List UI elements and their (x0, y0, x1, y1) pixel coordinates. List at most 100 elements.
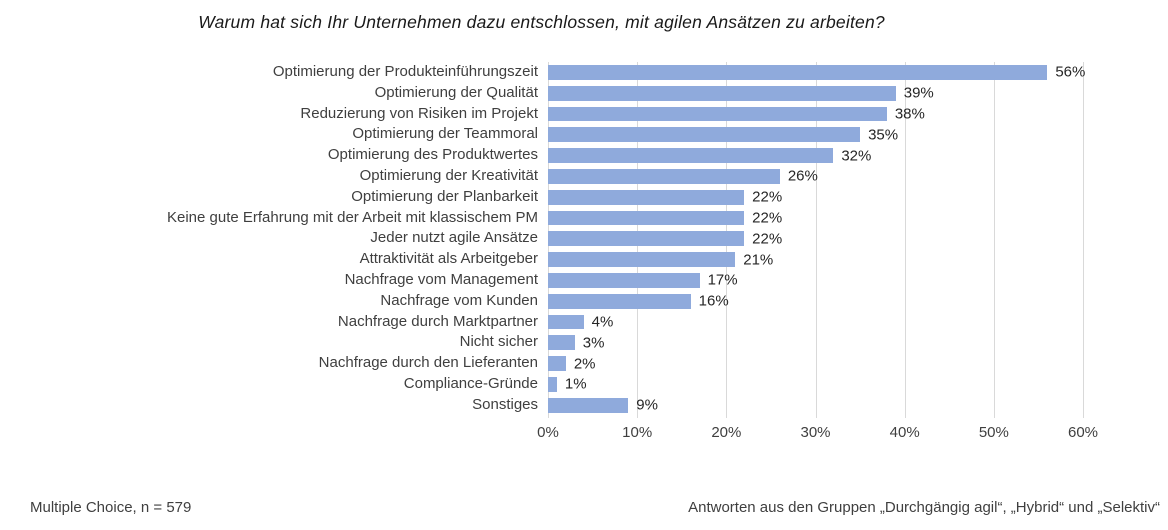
gridline (1083, 62, 1084, 418)
value-label: 1% (564, 375, 587, 393)
bar-track: 56% (548, 62, 1086, 83)
bar-row: Optimierung der Kreativität 26% (0, 166, 1168, 187)
bar (548, 252, 736, 267)
bar-row: Reduzierung von Risiken im Projekt 38% (0, 104, 1168, 125)
category-label: Compliance-Gründe (403, 374, 538, 392)
value-label: 2% (573, 355, 596, 373)
bar (548, 127, 861, 143)
x-tick-label: 40% (889, 424, 920, 441)
bar-row: Optimierung der Produkteinführungszeit 56… (0, 62, 1168, 83)
category-label: Nachfrage vom Management (344, 270, 538, 288)
bar-track: 22% (548, 208, 1083, 229)
bar (548, 293, 691, 309)
bar-track: 26% (548, 166, 1083, 187)
x-tick-label: 60% (1067, 424, 1099, 441)
bar (548, 272, 700, 288)
bar-row: Optimierung der Teammoral 35% (0, 124, 1168, 145)
value-label: 3% (582, 334, 605, 352)
bar-track: 4% (548, 312, 1083, 333)
groups-note: Antworten aus den Gruppen „Durchgängig a… (688, 499, 1160, 516)
chart-plot-area: Optimierung der Produkteinführungszeit 56… (0, 62, 1168, 418)
x-tick-label: 0% (537, 424, 559, 441)
x-tick-label: 20% (711, 424, 742, 441)
value-label: 22% (752, 188, 783, 206)
value-label: 26% (787, 167, 818, 185)
bar-row: Nachfrage vom Kunden 16% (0, 291, 1168, 312)
category-label: Attraktivität als Arbeitgeber (359, 250, 538, 268)
value-label: 22% (752, 209, 783, 227)
bar-track: 22% (548, 187, 1083, 208)
bar (548, 210, 745, 226)
category-label: Optimierung des Produktwertes (327, 146, 538, 164)
bar (548, 231, 745, 247)
gridline (993, 62, 995, 418)
bar (548, 168, 780, 184)
bar (548, 397, 629, 413)
bar-row: Nachfrage durch Marktpartner 4% (0, 312, 1168, 333)
bar-row: Optimierung des Produktwertes 32% (0, 145, 1168, 166)
category-label: Keine gute Erfahrung mit der Arbeit mit … (167, 208, 538, 226)
bar (548, 314, 584, 330)
value-label: 39% (903, 84, 934, 102)
bar-row: Sonstiges 9% (0, 395, 1168, 416)
bar-track: 2% (548, 353, 1083, 374)
bar-row: Nachfrage durch den Lieferanten 2% (0, 353, 1168, 374)
category-label: Optimierung der Produkteinführungszeit (272, 63, 538, 80)
bar-track: 17% (548, 270, 1083, 291)
category-label: Jeder nutzt agile Ansätze (370, 229, 538, 247)
footer: Multiple Choice, n = 579 Antworten aus d… (30, 499, 1160, 516)
bar-row: Nicht sicher 3% (0, 332, 1168, 353)
category-label: Sonstiges (472, 395, 538, 413)
bar-track: 39% (548, 83, 1083, 104)
bar-track: 3% (548, 332, 1083, 353)
bar-track: 16% (548, 291, 1083, 312)
category-label: Optimierung der Planbarkeit (351, 187, 538, 205)
bar-track: 9% (548, 395, 1083, 416)
x-tick-label: 30% (800, 424, 831, 441)
value-label: 38% (894, 105, 925, 123)
category-label: Nicht sicher (459, 333, 538, 351)
value-label: 21% (743, 251, 774, 269)
bar (548, 335, 575, 351)
value-label: 56% (1055, 63, 1086, 81)
x-axis: 0% 10% 20% 30% 40% 50% 60% (537, 424, 1098, 448)
bar (548, 376, 557, 392)
category-label: Nachfrage durch den Lieferanten (318, 354, 538, 372)
value-label: 16% (698, 292, 729, 310)
category-label: Optimierung der Teammoral (352, 125, 538, 143)
gridline (815, 62, 817, 418)
bar-row: Nachfrage vom Management 17% (0, 270, 1168, 291)
category-label: Optimierung der Qualität (374, 83, 538, 101)
bar-row: Attraktivität als Arbeitgeber 21% (0, 249, 1168, 270)
bar (548, 106, 887, 122)
bar-row: Compliance-Gründe 1% (0, 374, 1168, 395)
bar-track: 38% (548, 104, 1083, 125)
bar-track: 32% (548, 145, 1083, 166)
value-label: 35% (868, 126, 899, 144)
value-label: 9% (636, 396, 658, 414)
bar (548, 85, 896, 101)
gridline (904, 62, 906, 418)
sample-size-note: Multiple Choice, n = 579 (30, 499, 192, 516)
bar-track: 22% (548, 228, 1083, 249)
bar-row: Jeder nutzt agile Ansätze 22% (0, 228, 1168, 249)
bar (548, 65, 1048, 80)
value-label: 4% (591, 313, 614, 331)
chart-title: Warum hat sich Ihr Unternehmen dazu ents… (198, 12, 885, 32)
bar (548, 189, 745, 205)
bar-track: 35% (548, 124, 1083, 145)
bar (548, 148, 834, 163)
category-label: Nachfrage durch Marktpartner (337, 312, 538, 330)
category-label: Optimierung der Kreativität (359, 166, 538, 184)
category-label: Nachfrage vom Kunden (380, 291, 538, 309)
value-label: 17% (707, 271, 738, 289)
value-label: 32% (841, 147, 872, 165)
category-label: Reduzierung von Risiken im Projekt (300, 104, 538, 122)
bar-row: Keine gute Erfahrung mit der Arbeit mit … (0, 208, 1168, 229)
bars-container: Optimierung der Produkteinführungszeit 56… (0, 62, 1168, 416)
bar-row: Optimierung der Planbarkeit 22% (0, 187, 1168, 208)
x-tick-label: 50% (978, 424, 1009, 441)
bar (548, 356, 566, 371)
x-tick-label: 10% (622, 424, 653, 441)
